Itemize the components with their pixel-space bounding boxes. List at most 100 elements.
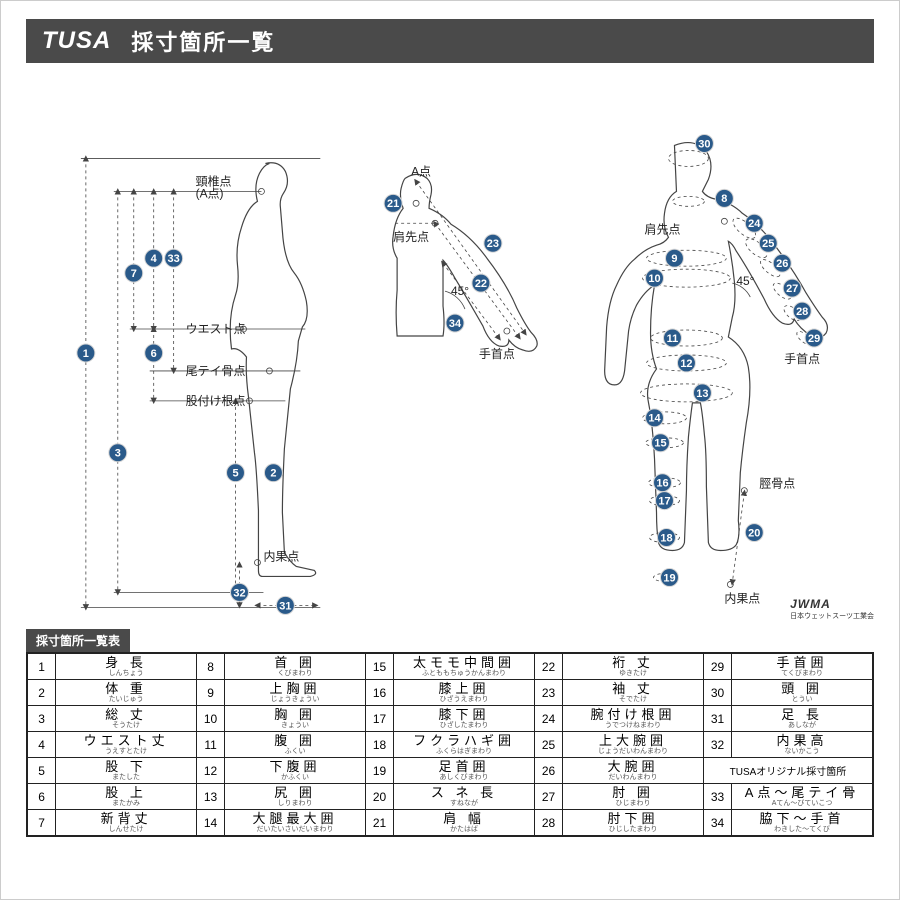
marker-label: 22 — [475, 278, 487, 290]
meas-num: 31 — [703, 706, 731, 732]
meas-name: 総 丈そうたけ — [56, 706, 197, 732]
label-waist: ウエスト点 — [186, 322, 246, 336]
meas-name: 足首囲あしくびまわり — [394, 758, 535, 784]
meas-name: 腕付け根囲うでつけねまわり — [563, 706, 704, 732]
jwma-logo: JWMA 日本ウェットスーツ工業会 — [790, 597, 874, 621]
marker-label: 6 — [151, 348, 157, 360]
body-diagram: 頸椎点(A点) ウエスト点 尾テイ骨点 股付け根点 内果点 45° A点 肩先点… — [26, 63, 874, 623]
meas-name: 体 重たいじゅう — [56, 680, 197, 706]
meas-num: 1 — [28, 654, 56, 680]
meas-name: 膝下囲ひざしたまわり — [394, 706, 535, 732]
marker-label: 1 — [83, 348, 89, 360]
meas-num: 7 — [28, 810, 56, 836]
original-header: TUSAオリジナル採寸箇所 — [703, 758, 872, 784]
meas-num: 2 — [28, 680, 56, 706]
marker-label: 18 — [660, 532, 672, 544]
meas-name: 肘 囲ひじまわり — [563, 784, 704, 810]
meas-num: 34 — [703, 810, 731, 836]
marker-label: 11 — [667, 333, 679, 345]
meas-name: 肩 幅かたはば — [394, 810, 535, 836]
marker-label: 30 — [698, 138, 710, 150]
meas-name: 肘下囲ひじしたまわり — [563, 810, 704, 836]
marker-label: 27 — [786, 283, 798, 295]
label-shoulder-2: 肩先点 — [645, 221, 681, 236]
label-angle-2: 45° — [736, 274, 754, 288]
table-title: 採寸箇所一覧表 — [26, 629, 130, 652]
meas-name: 大腕囲だいわんまわり — [563, 758, 704, 784]
meas-name: ウエスト丈うえすとたけ — [56, 732, 197, 758]
meas-name: 下腹囲かふくい — [225, 758, 366, 784]
meas-num: 3 — [28, 706, 56, 732]
marker-label: 12 — [680, 358, 692, 370]
label-wrist-1: 手首点 — [479, 347, 515, 361]
marker-label: 31 — [279, 600, 291, 612]
meas-num: 26 — [534, 758, 562, 784]
meas-num: 13 — [196, 784, 224, 810]
meas-num: 16 — [365, 680, 393, 706]
meas-num: 10 — [196, 706, 224, 732]
marker-label: 16 — [656, 478, 668, 490]
meas-num: 12 — [196, 758, 224, 784]
meas-num: 23 — [534, 680, 562, 706]
label-a-point: A点 — [411, 164, 431, 178]
meas-num: 21 — [365, 810, 393, 836]
meas-name: 上胸囲じょうきょうい — [225, 680, 366, 706]
meas-name: 胸 囲きょうい — [225, 706, 366, 732]
meas-num: 22 — [534, 654, 562, 680]
marker-label: 10 — [648, 273, 660, 285]
meas-num: 17 — [365, 706, 393, 732]
meas-num: 20 — [365, 784, 393, 810]
label-angle-1: 45° — [451, 284, 469, 298]
meas-name: A点～尾テイ骨Aてん～びていこつ — [732, 784, 873, 810]
marker-label: 8 — [721, 193, 727, 205]
label-medial-2: 内果点 — [724, 591, 760, 605]
meas-name: 股 上またかみ — [56, 784, 197, 810]
meas-num: 32 — [703, 732, 731, 758]
meas-name: フクラハギ囲ふくらはぎまわり — [394, 732, 535, 758]
marker-label: 9 — [671, 253, 677, 265]
meas-name: 首 囲くびまわり — [225, 654, 366, 680]
marker-label: 2 — [270, 468, 276, 480]
meas-name: 内果高ないかこう — [732, 732, 873, 758]
meas-num: 28 — [534, 810, 562, 836]
meas-name: 腹 囲ふくい — [225, 732, 366, 758]
meas-num: 9 — [196, 680, 224, 706]
label-wrist-2: 手首点 — [784, 352, 820, 366]
measurement-table: 1身 長しんちょう8首 囲くびまわり15太モモ中間囲ふとももちゅうかんまわり22… — [26, 652, 874, 837]
meas-num: 29 — [703, 654, 731, 680]
marker-label: 13 — [696, 388, 708, 400]
marker-label: 14 — [648, 413, 661, 425]
meas-name: 脇下～手首わきした～てくび — [732, 810, 873, 836]
meas-num: 19 — [365, 758, 393, 784]
meas-name: 膝上囲ひざうえまわり — [394, 680, 535, 706]
marker-label: 26 — [776, 258, 788, 270]
meas-num: 24 — [534, 706, 562, 732]
meas-num: 6 — [28, 784, 56, 810]
meas-name: 大腿最大囲だいたいさいだいまわり — [225, 810, 366, 836]
meas-name: 足 長あしなが — [732, 706, 873, 732]
meas-name: ス ネ 長すねなが — [394, 784, 535, 810]
label-medial-1: 内果点 — [263, 549, 299, 563]
meas-num: 4 — [28, 732, 56, 758]
label-tibia: 脛骨点 — [759, 477, 795, 491]
marker-label: 32 — [233, 587, 245, 599]
label-shoulder-1: 肩先点 — [393, 229, 429, 244]
marker-label: 21 — [387, 198, 399, 210]
meas-name: 股 下またした — [56, 758, 197, 784]
marker-label: 17 — [658, 496, 670, 508]
meas-num: 30 — [703, 680, 731, 706]
label-crotch: 股付け根点 — [186, 394, 246, 408]
header-bar: TUSA 採寸箇所一覧 — [26, 19, 874, 63]
marker-label: 5 — [232, 468, 238, 480]
meas-num: 14 — [196, 810, 224, 836]
meas-name: 太モモ中間囲ふとももちゅうかんまわり — [394, 654, 535, 680]
meas-name: 頭 囲とうい — [732, 680, 873, 706]
marker-label: 20 — [748, 527, 760, 539]
meas-num: 25 — [534, 732, 562, 758]
brand-logo: TUSA — [42, 27, 111, 55]
meas-name: 尻 囲しりまわり — [225, 784, 366, 810]
meas-num: 18 — [365, 732, 393, 758]
meas-num: 15 — [365, 654, 393, 680]
marker-label: 19 — [663, 572, 675, 584]
label-vertebra: 頸椎点(A点) — [196, 173, 232, 200]
